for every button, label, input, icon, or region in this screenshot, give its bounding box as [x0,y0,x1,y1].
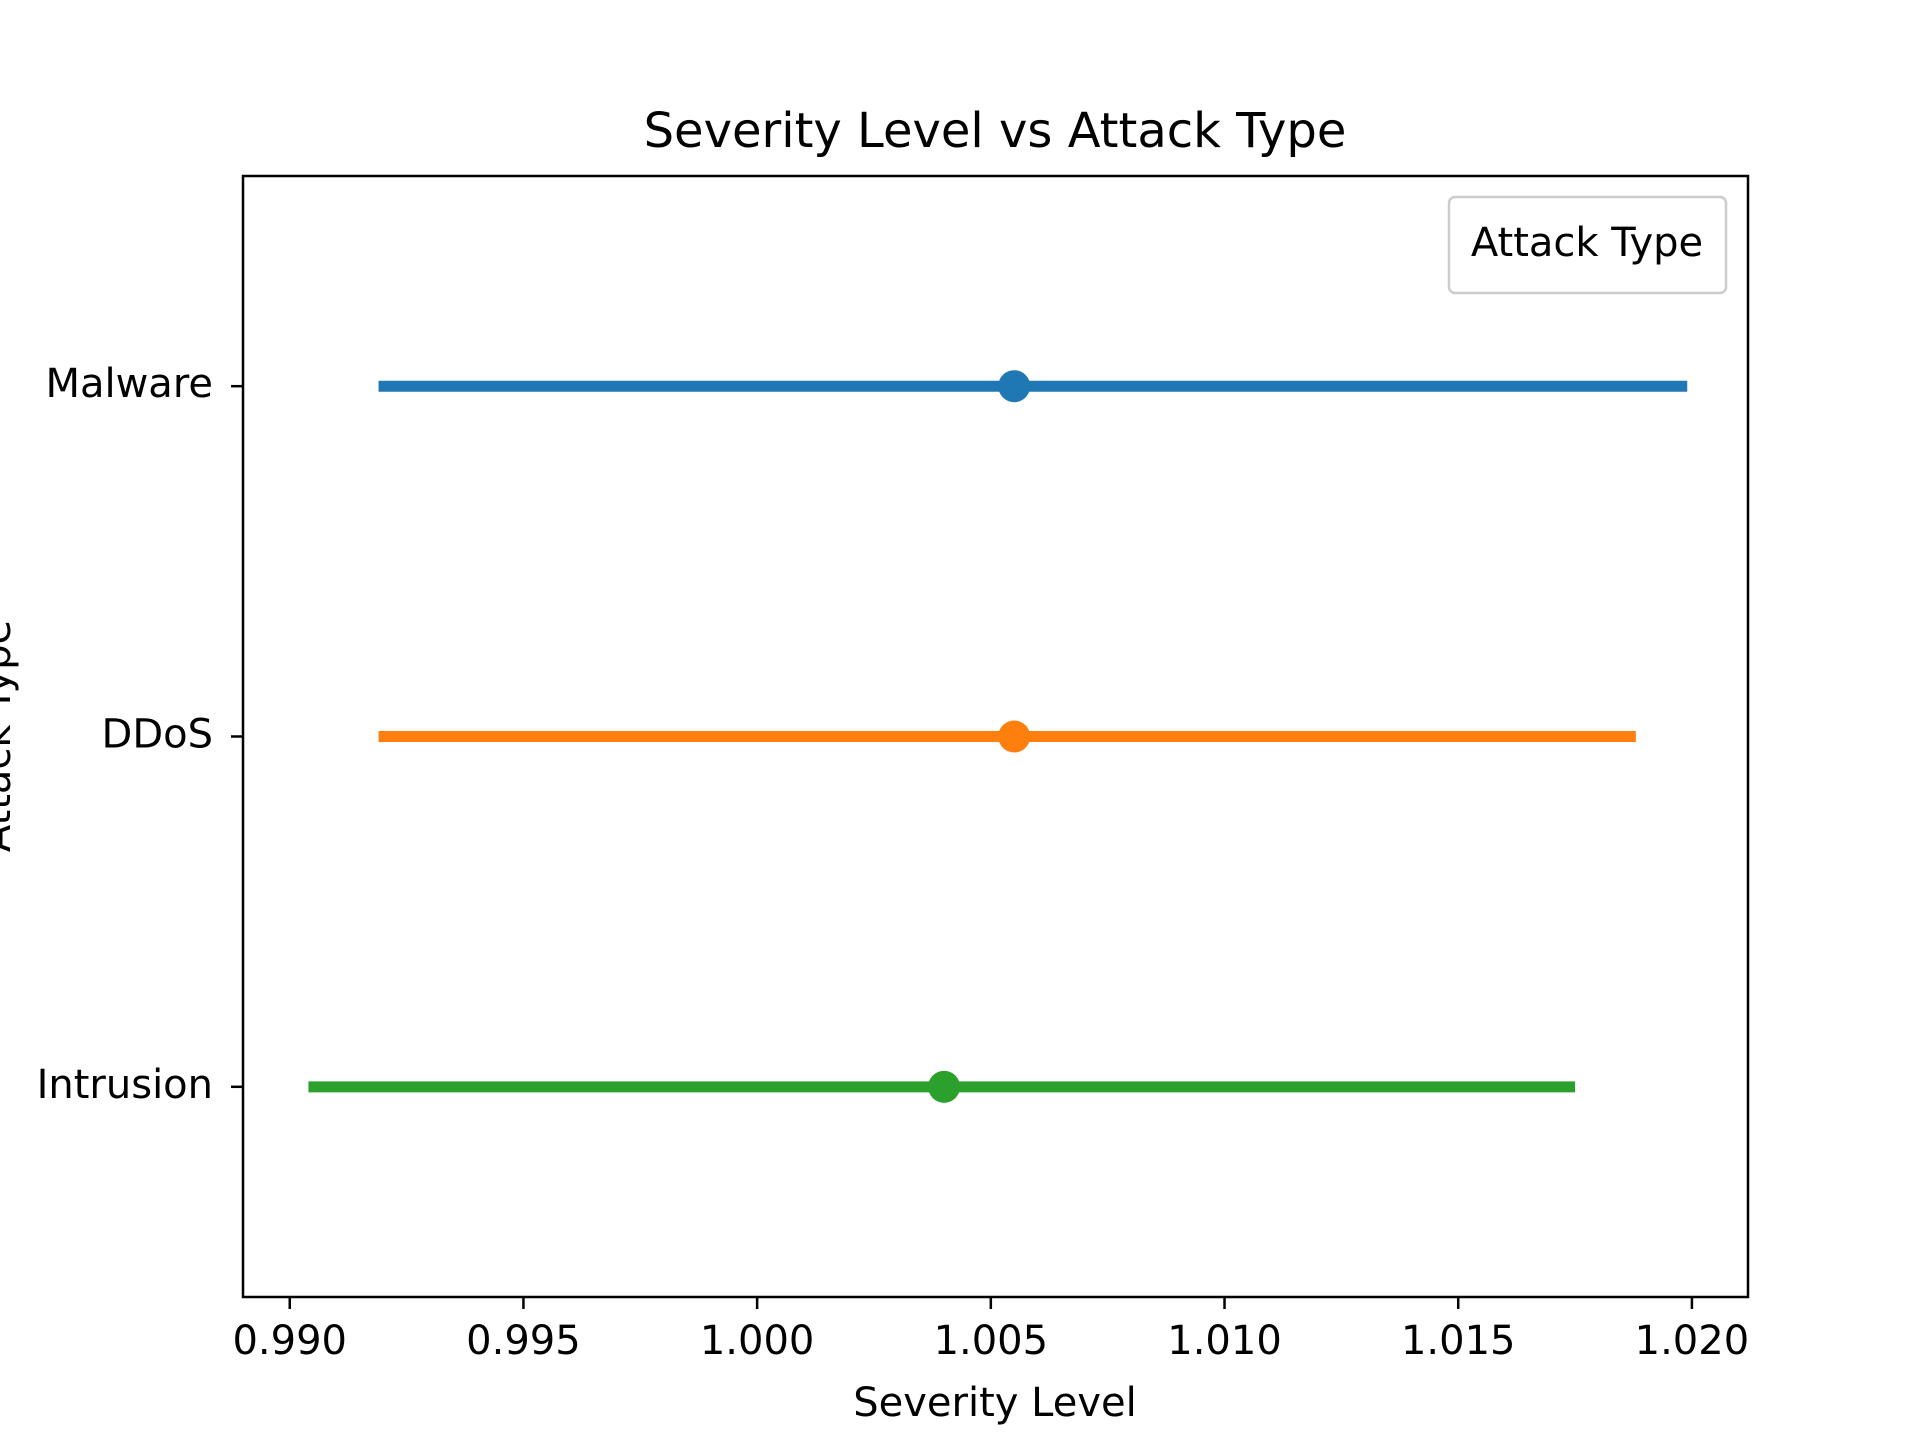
y-axis: Malware DDoS Intrusion [37,361,243,1108]
point-intrusion [928,1070,961,1103]
y-tick-label: Malware [45,361,213,407]
y-tick-label: DDoS [102,712,213,758]
y-tick-label: Intrusion [37,1062,213,1108]
legend-box [1447,195,1728,295]
x-axis-label: Severity Level [853,1380,1137,1426]
x-tick-label: 0.995 [466,1318,581,1364]
x-tick-label: 1.015 [1401,1318,1516,1364]
chart-title: Severity Level vs Attack Type [644,103,1347,159]
x-tick-label: 0.990 [232,1318,347,1364]
x-tick-label: 1.000 [700,1318,815,1364]
x-axis: 0.990 0.995 1.000 1.005 1.010 1.015 1.020 [232,1297,1749,1364]
x-tick-label: 1.020 [1635,1318,1750,1364]
legend-title: Attack Type [1471,220,1703,266]
point-ddos [998,720,1031,753]
plot-marks [308,370,1688,1103]
y-axis-label: Attack Type [0,620,20,852]
point-malware [998,370,1031,403]
legend: Attack Type [1447,195,1728,295]
x-tick-label: 1.010 [1167,1318,1282,1364]
x-tick-label: 1.005 [934,1318,1049,1364]
